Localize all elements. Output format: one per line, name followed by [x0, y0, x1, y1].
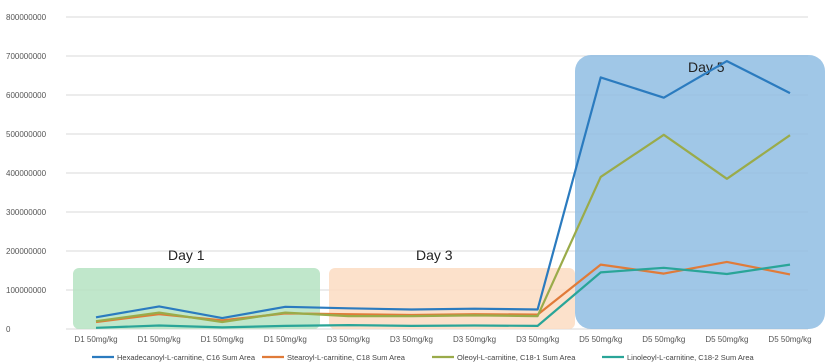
series-line: [95, 263, 791, 329]
y-tick-label: 300000000: [6, 208, 47, 217]
region-label: Day 5: [688, 59, 725, 75]
y-tick-label: 0: [6, 325, 11, 334]
y-tick-label: 100000000: [6, 286, 47, 295]
x-tick-label: D5 50mg/kg: [768, 335, 811, 344]
series-line: [95, 59, 791, 320]
y-tick-label: 800000000: [6, 13, 47, 22]
series-line: [95, 133, 791, 324]
y-tick-label: 200000000: [6, 247, 47, 256]
highlight-region: [329, 268, 575, 329]
legend-label: Hexadecanoyl-L-carnitine, C16 Sum Area: [117, 353, 256, 362]
y-tick-label: 700000000: [6, 52, 47, 61]
x-tick-label: D5 50mg/kg: [705, 335, 748, 344]
x-tick-label: D3 50mg/kg: [453, 335, 496, 344]
x-tick-label: D5 50mg/kg: [579, 335, 622, 344]
region-label: Day 3: [416, 247, 453, 263]
y-tick-label: 400000000: [6, 169, 47, 178]
legend-label: Oleoyl-L-carnitine, C18-1 Sum Area: [457, 353, 576, 362]
x-tick-label: D5 50mg/kg: [642, 335, 685, 344]
highlight-region: [575, 55, 825, 329]
highlight-region: [73, 268, 320, 329]
x-tick-label: D1 50mg/kg: [74, 335, 117, 344]
region-label: Day 1: [168, 247, 205, 263]
y-tick-label: 500000000: [6, 130, 47, 139]
x-tick-label: D1 50mg/kg: [138, 335, 181, 344]
x-tick-label: D3 50mg/kg: [390, 335, 433, 344]
x-tick-label: D3 50mg/kg: [327, 335, 370, 344]
y-tick-label: 600000000: [6, 91, 47, 100]
legend-label: Stearoyl-L-carnitine, C18 Sum Area: [287, 353, 406, 362]
x-tick-label: D3 50mg/kg: [516, 335, 559, 344]
x-tick-label: D1 50mg/kg: [201, 335, 244, 344]
x-tick-label: D1 50mg/kg: [264, 335, 307, 344]
legend-label: Linoleoyl-L-carnitine, C18-2 Sum Area: [627, 353, 755, 362]
